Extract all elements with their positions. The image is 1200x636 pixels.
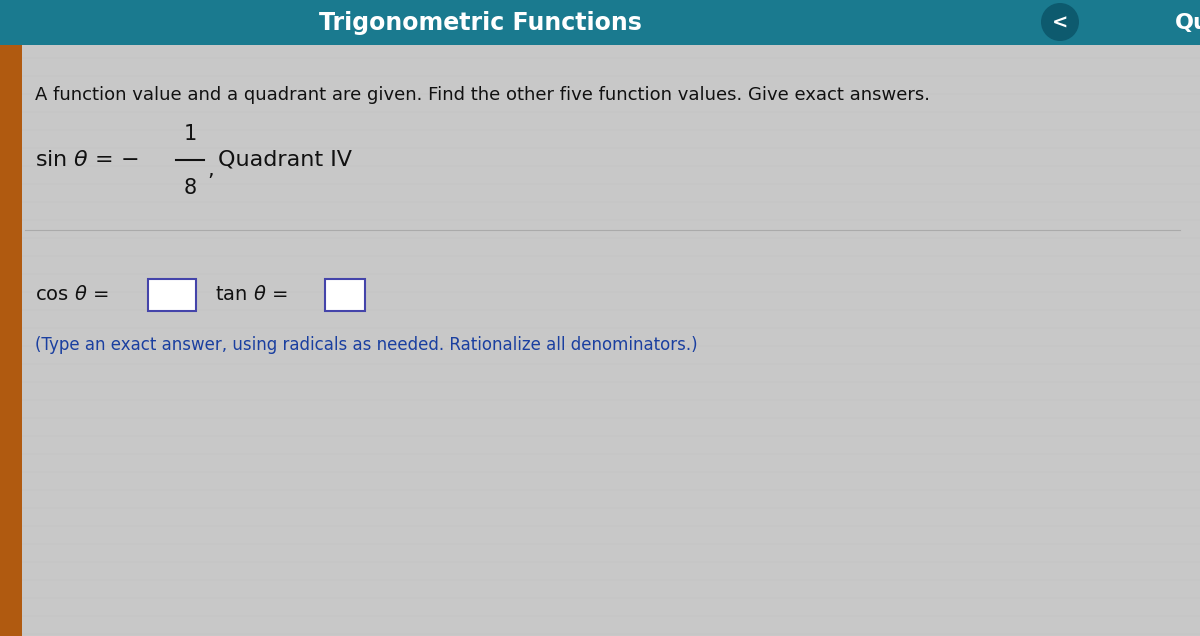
Text: <: < <box>1052 13 1068 32</box>
Bar <box>0 0 1200 45</box>
Text: Trigonometric Functions: Trigonometric Functions <box>318 11 642 35</box>
Text: 1: 1 <box>184 124 197 144</box>
Text: (Type an exact answer, using radicals as needed. Rationalize all denominators.): (Type an exact answer, using radicals as… <box>35 336 697 354</box>
Text: 8: 8 <box>184 178 197 198</box>
Text: A function value and a quadrant are given. Find the other five function values. : A function value and a quadrant are give… <box>35 86 930 104</box>
Bar <box>148 279 196 311</box>
Text: cos $\theta$ =: cos $\theta$ = <box>35 286 108 305</box>
Circle shape <box>1042 3 1079 41</box>
Text: tan $\theta$ =: tan $\theta$ = <box>215 286 288 305</box>
Bar <box>0 44 22 636</box>
Text: ,: , <box>208 160 214 180</box>
Bar <box>325 279 365 311</box>
Text: Ques: Ques <box>1175 13 1200 33</box>
Text: sin $\theta$ = $-$: sin $\theta$ = $-$ <box>35 150 139 170</box>
Text: Quadrant IV: Quadrant IV <box>218 150 352 170</box>
